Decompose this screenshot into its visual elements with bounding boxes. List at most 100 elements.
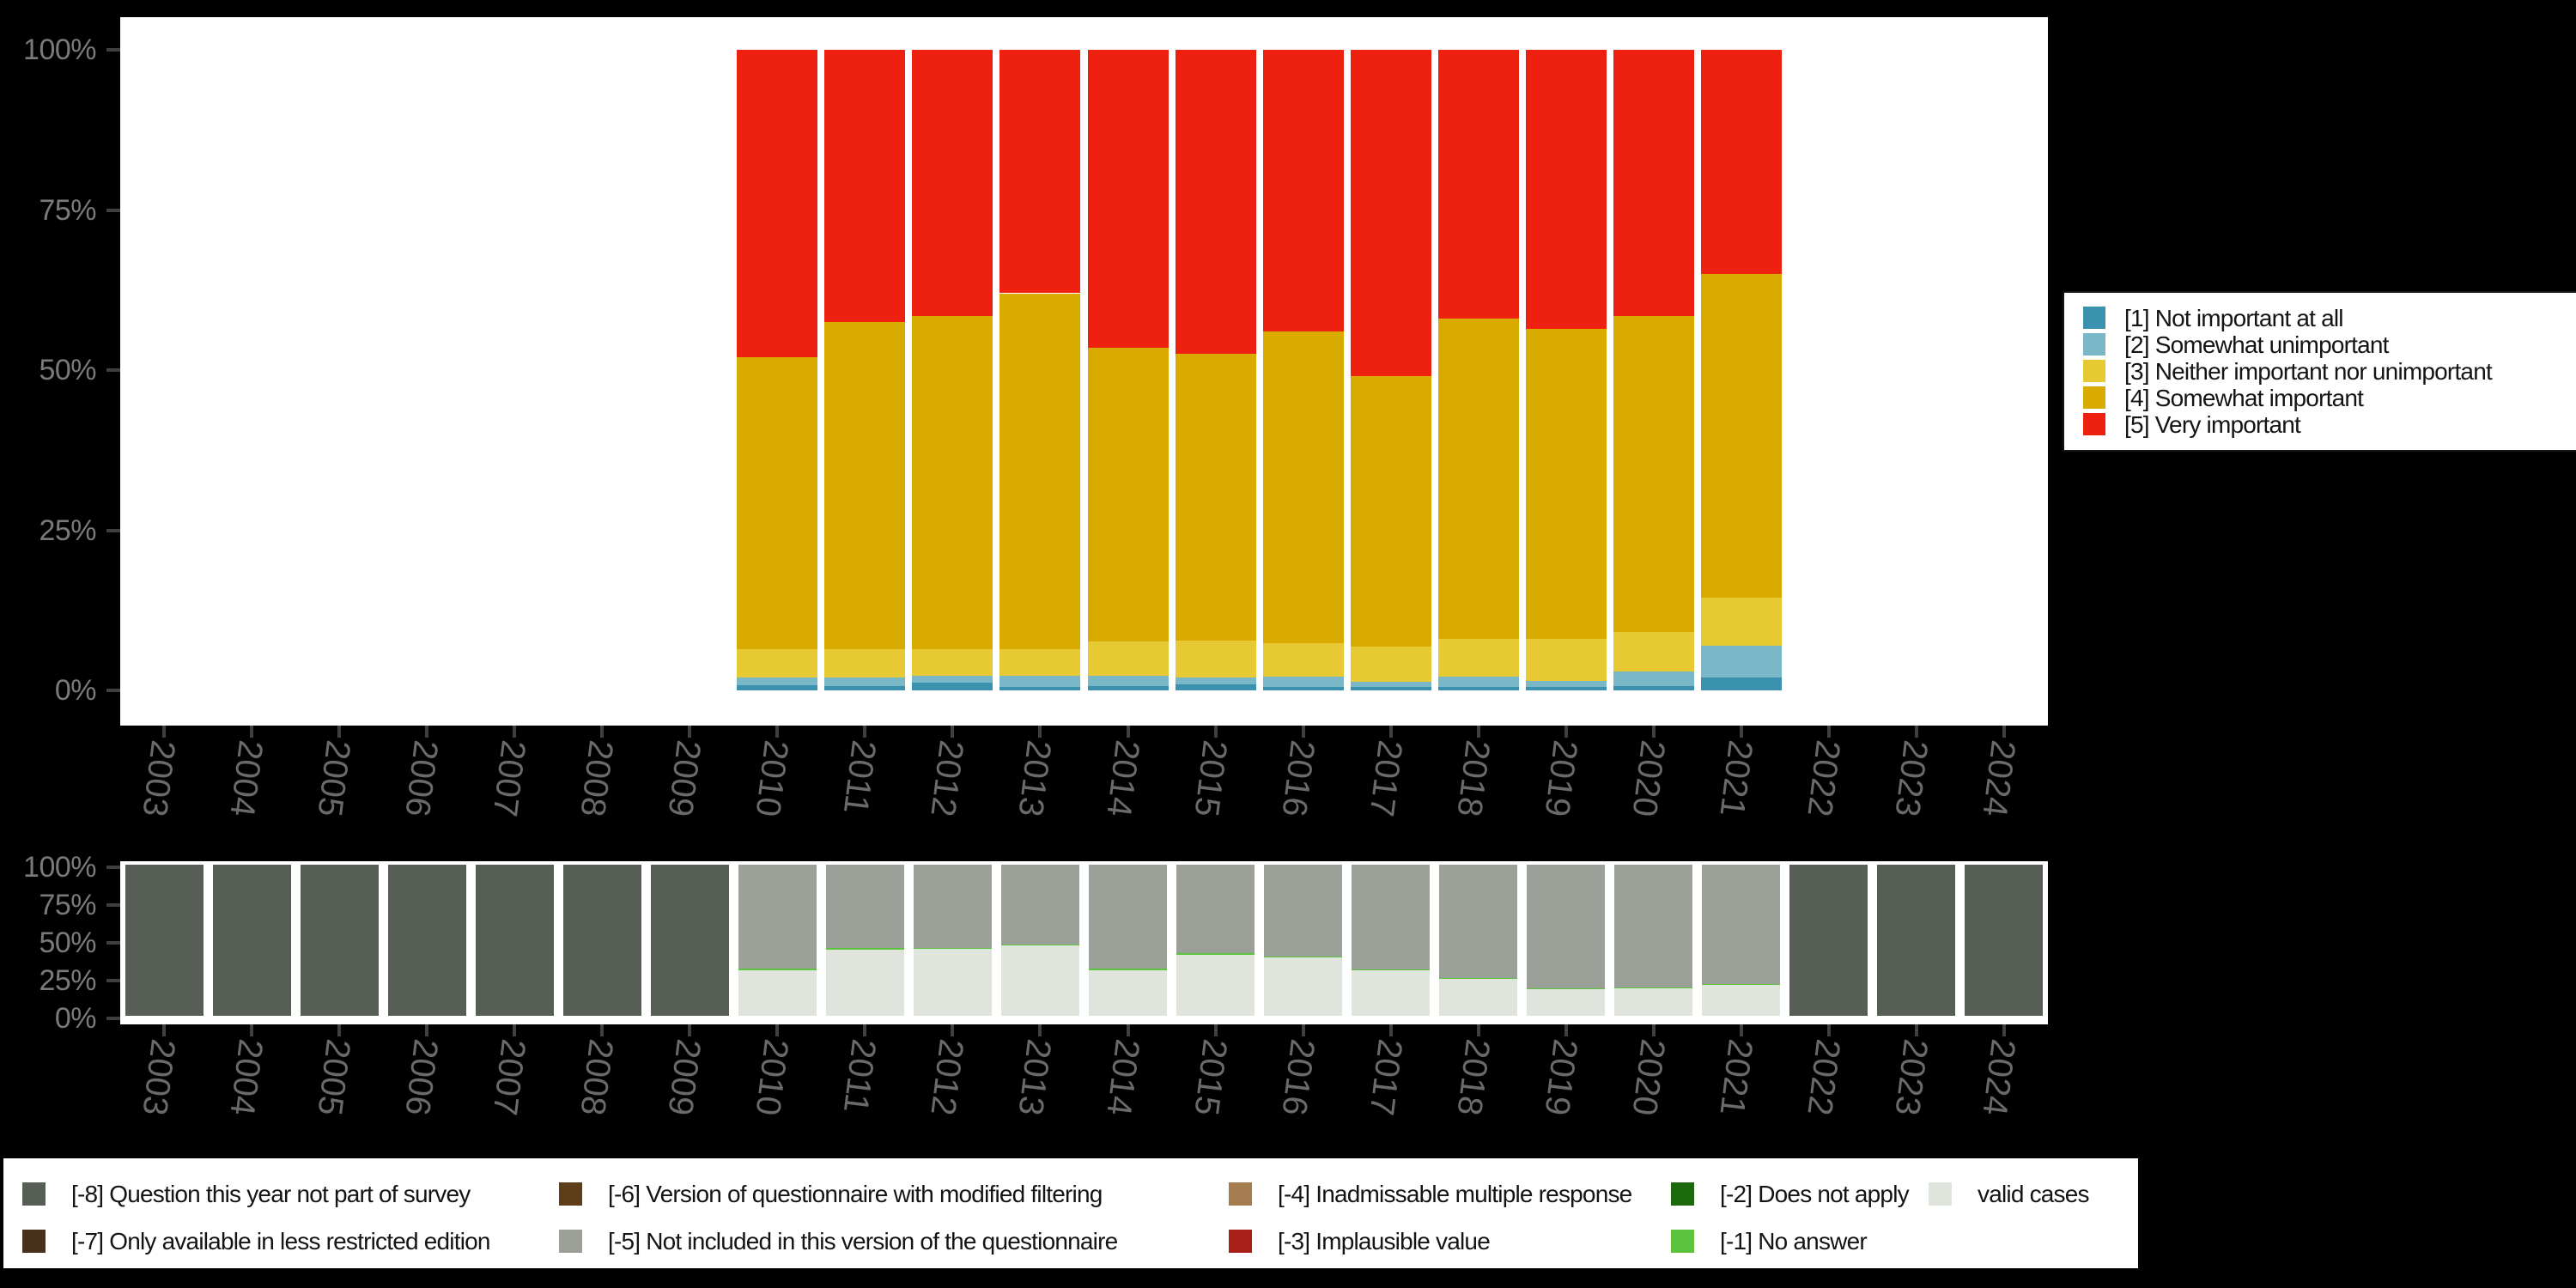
legend-label: [4] Somewhat important [2124,385,2364,411]
y-axis-tick-label: 100% [23,33,96,66]
x-axis-tick-mark [1301,726,1305,738]
bar-segment [1262,50,1344,332]
bar-2006 [385,862,469,1018]
bar-segment [1175,683,1256,690]
x-axis-tick-mark [1126,726,1130,738]
x-axis-tick-mark [1213,1024,1218,1036]
bar-2017 [1349,862,1433,1018]
bar-segment [1525,328,1607,639]
bar-segment [1352,865,1431,969]
bar-segment [1000,865,1079,945]
bar-segment [1350,682,1431,688]
bar-segment [300,865,379,1016]
x-axis-year-label: 2004 [222,738,270,819]
bar-segment [1525,687,1607,690]
bar-2010 [737,50,818,690]
bar-segment [913,865,992,948]
bar-2012 [912,50,993,690]
bar-segment [825,949,904,1016]
x-axis-tick-mark [1388,1024,1393,1036]
bar-segment [912,675,993,683]
x-axis-tick-mark [1038,1024,1042,1036]
x-axis-tick-mark [250,1024,254,1036]
x-axis-year-label: 2003 [135,1036,183,1118]
bar-2018 [1437,50,1519,690]
legend-label: [-8] Question this year not part of surv… [71,1181,471,1207]
bar-segment [1700,645,1782,678]
bar-segment [1614,987,1693,988]
bar-segment [475,865,554,1016]
x-axis-tick-mark [1301,1024,1305,1036]
x-axis-tick-mark [337,1024,342,1036]
bar-segment [1176,953,1255,955]
bar-segment [825,948,904,950]
bar-segment [1877,865,1956,1016]
bar-segment [1175,677,1256,684]
bar-segment [1350,50,1431,377]
x-axis-year-label: 2016 [1274,738,1321,819]
bar-segment [1262,331,1344,643]
bar-2010 [735,862,819,1018]
x-axis-year-label: 2012 [923,1036,971,1118]
bar-segment [912,315,993,649]
y-axis-tick-mark [106,528,120,532]
bar-segment [1175,354,1256,641]
legend-label: [-3] Implausible value [1278,1228,1491,1255]
bar-segment [562,865,641,1016]
legend-label: [-5] Not included in this version of the… [608,1228,1118,1255]
bar-segment [1262,642,1344,677]
bar-2023 [1874,862,1959,1018]
bar-segment [1437,319,1519,640]
x-axis-year-label: 2012 [923,738,971,819]
bar-2019 [1524,862,1608,1018]
legend-label: valid cases [1978,1181,2090,1207]
x-axis-year-label: 2007 [485,1036,533,1118]
legend-swatch [1929,1182,1952,1206]
x-axis-tick-mark [951,1024,955,1036]
bar-2014 [1087,50,1169,690]
legend-swatch [1229,1230,1252,1253]
bar-2009 [647,862,732,1018]
bar-segment [737,50,818,358]
bar-segment [1614,987,1693,1016]
missing-values-legend: [-8] Question this year not part of surv… [3,1158,2138,1268]
bar-2008 [560,862,644,1018]
bar-segment [1262,676,1344,688]
x-axis-year-label: 2018 [1449,738,1497,819]
x-axis-tick-mark [1826,726,1831,738]
x-axis-year-label: 2011 [836,738,884,817]
x-axis-year-label: 2019 [1537,1036,1584,1118]
x-axis-year-label: 2020 [1625,1036,1672,1118]
bar-segment [1352,970,1431,1016]
x-axis-tick-mark [162,726,167,738]
x-axis-year-label: 2022 [1800,1036,1847,1118]
bar-segment [1089,969,1168,971]
bar-segment [738,865,817,969]
x-axis-tick-mark [1038,726,1042,738]
bar-segment [1527,865,1606,988]
bar-segment [1350,376,1431,647]
bar-2018 [1437,862,1521,1018]
x-axis-year-label: 2017 [1362,738,1409,819]
bar-2022 [1787,862,1871,1018]
x-axis-tick-mark [688,726,692,738]
x-axis-tick-mark [2002,1024,2006,1036]
bar-segment [1350,687,1431,690]
bar-segment [1613,50,1694,316]
legend-label: [1] Not important at all [2124,305,2344,331]
bar-segment [212,865,291,1016]
bar-segment [737,685,818,690]
x-axis-year-label: 2008 [573,738,621,819]
x-axis-tick-mark [1739,726,1743,738]
x-axis-tick-mark [425,1024,429,1036]
bar-2024 [1962,862,2046,1018]
x-axis-tick-mark [1126,1024,1130,1036]
bar-segment [1352,969,1431,971]
bar-segment [1613,685,1694,690]
x-axis-tick-mark [863,1024,867,1036]
bar-segment [1613,632,1694,671]
x-axis-tick-mark [513,1024,517,1036]
legend-swatch [559,1182,582,1206]
x-axis-year-label: 2010 [748,1036,796,1118]
x-axis-year-label: 2014 [1098,738,1146,819]
